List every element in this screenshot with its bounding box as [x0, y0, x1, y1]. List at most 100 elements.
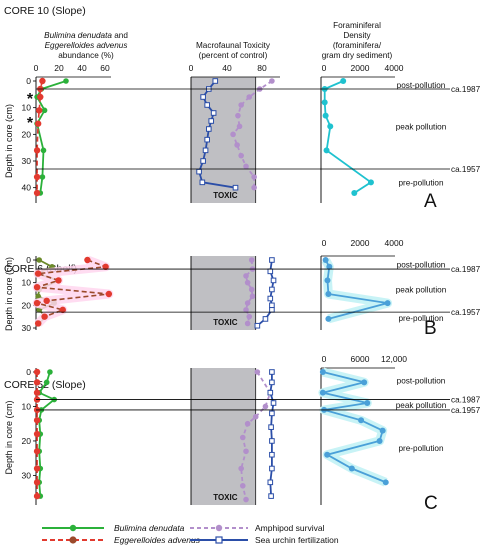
- eggerelloides-point: [33, 430, 41, 438]
- amphipod-point: [249, 293, 256, 300]
- abundance-x-tick-label: 20: [54, 63, 64, 73]
- eggerelloides-point: [33, 299, 41, 307]
- abundance-plot: 0 20 40 60 * *: [27, 63, 111, 203]
- eggerelloides-point: [33, 189, 41, 197]
- urchin-point: [269, 465, 275, 472]
- panels: CORE 10 (Slope) Depth in core (cm) 0 10 20 30…: [4, 5, 481, 514]
- amphipod-point: [243, 496, 249, 503]
- urchin-point: [206, 126, 212, 132]
- horizon-label: ca.1987: [451, 396, 481, 405]
- density-point: [367, 179, 374, 186]
- amphipod-point: [235, 112, 241, 119]
- y-axis-label: Depth in core (cm): [4, 257, 14, 331]
- eggerelloides-point: [33, 147, 41, 154]
- y-tick-label: 10: [22, 401, 32, 411]
- amphipod-point: [243, 163, 249, 170]
- amphipod-point: [251, 184, 257, 191]
- toxicity-plot: TOXIC: [190, 256, 277, 330]
- abundance-x-tick-label: 40: [77, 63, 87, 73]
- toxicity-x-tick-label: 80: [257, 63, 267, 73]
- amphipod-point: [244, 279, 251, 286]
- column-headers: Bulimina denudata and Eggerelloides adve…: [44, 21, 392, 60]
- zone-label: peak pollution: [396, 401, 447, 410]
- urchin-point: [232, 184, 239, 191]
- eggerelloides-point: [34, 320, 42, 327]
- toxicity-x-tick-label: 0: [189, 63, 194, 73]
- density-x-tick-label: 4000: [385, 63, 404, 73]
- bulimina-point: [47, 369, 53, 375]
- y-tick-label: 0: [26, 367, 31, 377]
- abundance-plot: [33, 368, 58, 505]
- density-point: [340, 78, 347, 84]
- urchin-point: [268, 493, 274, 499]
- toxic-zone: [191, 368, 256, 505]
- density-point: [379, 427, 386, 434]
- zone-label: post-pollution: [397, 261, 446, 270]
- density-point: [319, 389, 326, 396]
- panel-B: CORE 6 (Shelf)Depth in core (cm) 0102030T…: [4, 238, 481, 339]
- toxic-label: TOXIC: [213, 318, 238, 327]
- urchin-point: [204, 136, 210, 143]
- amphipod-point: [262, 403, 269, 410]
- urchin-point: [270, 277, 277, 284]
- zone-label: pre-pollution: [398, 444, 444, 453]
- density-point: [322, 112, 329, 119]
- eggerelloides-point: [33, 448, 41, 455]
- density-header-line4: gram dry sediment): [322, 51, 393, 60]
- density-point: [382, 479, 389, 486]
- urchin-point: [269, 369, 275, 375]
- abundance-x-tick-label: 60: [100, 63, 110, 73]
- urchin-point: [267, 389, 274, 396]
- density-point: [321, 99, 328, 106]
- density-point: [358, 417, 365, 424]
- urchin-point: [262, 316, 269, 322]
- eggerelloides-point: [33, 284, 41, 291]
- zone-label: peak pollution: [396, 122, 447, 131]
- density-point: [351, 190, 358, 196]
- amphipod-point: [246, 313, 253, 320]
- abundance-header-line3: abundance (%): [58, 51, 114, 60]
- zone-label: pre-pollution: [398, 178, 444, 187]
- zone-label: peak pollution: [396, 285, 447, 294]
- y-axis-label: Depth in core (cm): [4, 104, 14, 178]
- eggerelloides-point: [33, 479, 41, 486]
- amphipod-point: [238, 152, 244, 159]
- urchin-point: [269, 379, 275, 386]
- eggerelloides-point: [105, 290, 113, 298]
- horizon-label: ca.1957: [451, 165, 481, 174]
- panel-title: CORE 10 (Slope): [4, 5, 86, 17]
- header-and: and: [112, 31, 128, 40]
- horizon-label: ca.1987: [451, 265, 481, 274]
- y-tick-label: 30: [22, 470, 32, 480]
- density-header-line3: (foraminifera/: [333, 41, 382, 50]
- panel-C: CORE 52 (Slope)Depth in core (cm)0102030…: [4, 354, 481, 514]
- density-point: [361, 379, 368, 386]
- legend-amphipod-label: Amphipod survival: [255, 523, 325, 533]
- density-plot: 0 2000 4000: [320, 238, 404, 330]
- toxicity-plot: 0 40 80 TOXIC: [189, 63, 280, 203]
- urchin-point: [204, 102, 210, 108]
- urchin-point: [268, 424, 274, 430]
- eggerelloides-point: [34, 270, 42, 277]
- amphipod-point: [234, 142, 240, 148]
- y-tick-label: 0: [26, 255, 31, 265]
- urchin-point: [269, 307, 275, 313]
- eggerelloides-point: [84, 256, 91, 264]
- eggerelloides-point: [43, 297, 50, 304]
- amphipod-point: [248, 257, 255, 263]
- panel-letter: B: [424, 318, 437, 339]
- bulimina-point: [39, 174, 46, 180]
- urchin-point: [269, 257, 275, 263]
- eggerelloides-point: [41, 313, 48, 320]
- eggerelloides-point: [59, 306, 66, 314]
- legend-bulimina-marker: [69, 524, 77, 532]
- density-point: [327, 123, 334, 130]
- eggerelloides-point: [34, 120, 42, 127]
- eggerelloides-point: [102, 263, 109, 270]
- density-x-tick-label: 2000: [351, 63, 370, 73]
- density-point: [325, 315, 332, 322]
- y-tick-label: 30: [22, 323, 32, 333]
- eggerelloides-point: [55, 277, 62, 284]
- bulimina-point: [40, 147, 47, 154]
- toxic-label: TOXIC: [213, 191, 238, 200]
